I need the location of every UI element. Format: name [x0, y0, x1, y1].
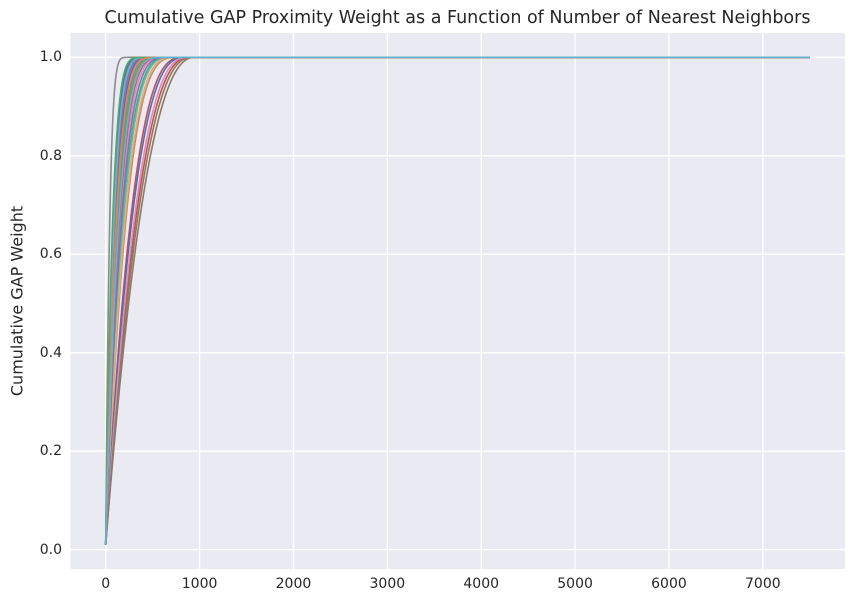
x-tick-label: 6000 — [651, 576, 687, 592]
x-tick-label: 2000 — [275, 576, 312, 592]
series-line — [104, 56, 810, 545]
x-tick-label: 5000 — [557, 576, 593, 592]
y-tick-label: 0.4 — [39, 344, 62, 361]
y-tick-label: 0.6 — [39, 246, 62, 263]
series-line — [104, 56, 810, 545]
series-line — [104, 56, 810, 545]
x-tick-label: 0 — [101, 576, 111, 592]
series-line — [104, 56, 810, 545]
x-tick-label: 4000 — [463, 576, 500, 592]
chart-title: Cumulative GAP Proximity Weight as a Fun… — [104, 8, 811, 28]
y-tick-label: 0.0 — [39, 541, 62, 558]
series-line — [104, 56, 810, 545]
y-tick-label: 0.8 — [39, 147, 62, 164]
y-tick-label: 0.2 — [39, 443, 62, 460]
x-tick-label: 3000 — [369, 576, 406, 592]
y-axis-label: Cumulative GAP Weight — [7, 205, 27, 397]
series-line — [104, 56, 810, 545]
series-line — [104, 56, 810, 545]
y-tick-label: 1.0 — [39, 49, 62, 66]
x-tick-label: 7000 — [745, 576, 781, 592]
x-tick-label: 1000 — [181, 576, 218, 592]
plot-background — [70, 33, 845, 569]
